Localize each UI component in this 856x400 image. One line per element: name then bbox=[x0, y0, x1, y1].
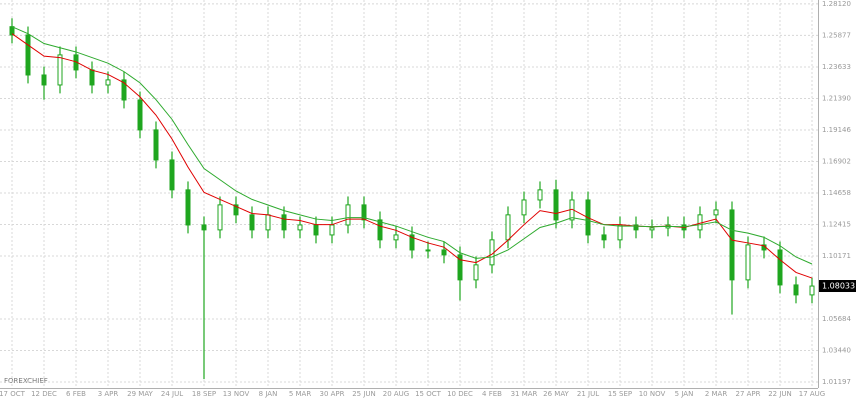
candle-body bbox=[121, 79, 127, 101]
candle-body bbox=[297, 224, 303, 231]
x-tick-label: 15 SEP bbox=[608, 390, 632, 398]
x-tick-label: 18 SEP bbox=[192, 390, 216, 398]
y-tick-label: 1.23633 bbox=[822, 63, 851, 71]
candle-body bbox=[649, 227, 655, 231]
candle-body bbox=[617, 224, 623, 241]
x-tick-label: 5 JAN bbox=[675, 390, 694, 398]
y-tick-label: 1.12415 bbox=[822, 220, 851, 228]
x-tick-label: 6 FEB bbox=[66, 390, 86, 398]
x-tick-label: 4 FEB bbox=[482, 390, 502, 398]
candle-body bbox=[89, 69, 95, 86]
candle-body bbox=[633, 224, 639, 231]
y-tick-label: 1.10171 bbox=[822, 252, 851, 260]
x-tick-label: 22 JUN bbox=[768, 390, 792, 398]
x-tick-label: 13 NOV bbox=[223, 390, 250, 398]
candle-body bbox=[281, 214, 287, 231]
x-tick-label: 10 NOV bbox=[639, 390, 666, 398]
candle-body bbox=[41, 74, 47, 86]
y-tick-label: 1.28120 bbox=[822, 0, 851, 8]
y-tick-label: 1.03440 bbox=[822, 347, 851, 355]
candle-body bbox=[697, 214, 703, 231]
x-tick-label: 25 JUN bbox=[352, 390, 376, 398]
y-tick-label: 1.16902 bbox=[822, 157, 851, 165]
x-tick-label: 12 DEC bbox=[31, 390, 57, 398]
y-tick-label: 1.14658 bbox=[822, 189, 851, 197]
x-tick-label: 10 DEC bbox=[447, 390, 473, 398]
candle-body bbox=[521, 199, 527, 216]
x-tick-label: 21 JUL bbox=[577, 390, 599, 398]
candle-body bbox=[313, 224, 319, 236]
candle-body bbox=[393, 234, 399, 241]
candle-body bbox=[249, 214, 255, 231]
x-tick-label: 26 MAY bbox=[543, 390, 569, 398]
x-tick-label: 20 AUG bbox=[383, 390, 409, 398]
candle-body bbox=[729, 209, 735, 281]
candle-body bbox=[553, 189, 559, 221]
y-tick-label: 1.05684 bbox=[822, 315, 851, 323]
candle-body bbox=[153, 129, 159, 161]
moving-average bbox=[11, 26, 813, 265]
candle-body bbox=[441, 249, 447, 256]
x-tick-label: 8 JAN bbox=[259, 390, 278, 398]
candle-body bbox=[329, 224, 335, 236]
candle-body bbox=[505, 214, 511, 241]
candle-body bbox=[57, 54, 63, 86]
candle-body bbox=[457, 254, 463, 281]
candle-body bbox=[409, 234, 415, 251]
candle-body bbox=[233, 204, 239, 216]
candle-body bbox=[745, 244, 751, 281]
candle-body bbox=[345, 204, 351, 226]
candle-body bbox=[377, 219, 383, 241]
candle-body bbox=[777, 249, 783, 286]
x-tick-label: 3 APR bbox=[98, 390, 119, 398]
candle-body bbox=[265, 214, 271, 231]
candle-body bbox=[201, 224, 207, 231]
x-tick-label: 15 OCT bbox=[415, 390, 442, 398]
candle-body bbox=[105, 79, 111, 86]
x-tick-label: 17 OCT bbox=[0, 390, 26, 398]
y-tick-label: 1.25877 bbox=[822, 31, 851, 39]
plot-area bbox=[0, 0, 818, 388]
x-tick-label: 17 AUG bbox=[799, 390, 825, 398]
grid bbox=[0, 0, 818, 388]
candle-body bbox=[793, 284, 799, 296]
last-price-label: 1.08033 bbox=[822, 282, 855, 291]
candle-body bbox=[537, 189, 543, 201]
x-tick-label: 27 APR bbox=[735, 390, 760, 398]
last-price-box bbox=[819, 280, 856, 293]
x-tick-label: 5 MAR bbox=[289, 390, 312, 398]
y-tick-label: 1.19146 bbox=[822, 126, 851, 134]
candle-body bbox=[361, 204, 367, 221]
candle-body bbox=[217, 204, 223, 231]
x-tick-label: 24 JUL bbox=[161, 390, 183, 398]
x-tick-label: 2 MAR bbox=[705, 390, 728, 398]
candle-body bbox=[809, 285, 815, 296]
candle-body bbox=[601, 234, 607, 241]
watermark: FOREXCHIEF bbox=[4, 377, 48, 385]
x-tick-label: 31 MAR bbox=[511, 390, 538, 398]
candle-body bbox=[137, 99, 143, 131]
candle-body bbox=[169, 159, 175, 191]
candle-body bbox=[25, 34, 31, 76]
candle-body bbox=[473, 264, 479, 281]
candle-body bbox=[713, 209, 719, 216]
candle-body bbox=[425, 249, 431, 252]
x-tick-label: 30 APR bbox=[319, 390, 344, 398]
y-tick-label: 1.01197 bbox=[822, 378, 851, 386]
candle-body bbox=[185, 189, 191, 226]
y-tick-label: 1.21390 bbox=[822, 94, 851, 102]
x-tick-label: 29 MAY bbox=[127, 390, 153, 398]
